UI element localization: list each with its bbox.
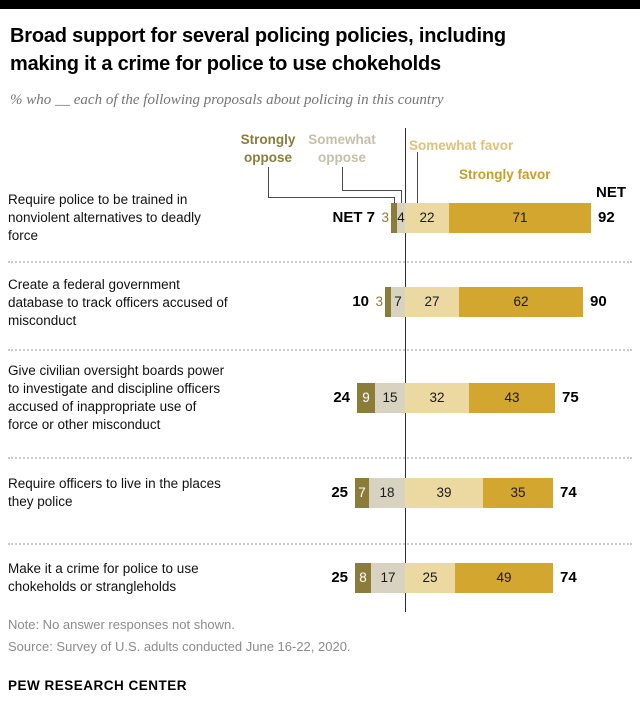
- legend-somewhat-favor: Somewhat favor: [409, 138, 514, 153]
- segment-somewhat-oppose: [397, 203, 405, 233]
- value-strongly-oppose: 9: [362, 390, 370, 405]
- segment-strongly-favor: [455, 563, 553, 593]
- net-favor-value: 75: [562, 389, 579, 406]
- row-separator-1: [8, 261, 632, 263]
- value-somewhat-favor: 32: [429, 390, 445, 405]
- segment-strongly-favor: [483, 478, 553, 508]
- legend-strongly-oppose: Strongly oppose: [240, 132, 296, 165]
- segment-somewhat-oppose: [369, 478, 405, 508]
- chart-title: Broad support for several policing polic…: [10, 22, 506, 78]
- segment-strongly-favor: [469, 383, 555, 413]
- value-somewhat-favor: 22: [419, 210, 435, 225]
- leader-line-somewhat-oppose-tick: [401, 190, 402, 203]
- segment-somewhat-favor: [405, 383, 469, 413]
- segment-somewhat-favor: [405, 287, 459, 317]
- net-oppose-value: 10: [352, 293, 369, 310]
- value-strongly-oppose: 8: [359, 570, 367, 585]
- chart-title-line-2: making it a crime for police to use chok…: [10, 53, 441, 75]
- source-note: Source: Survey of U.S. adults conducted …: [8, 639, 351, 654]
- segment-somewhat-favor: [405, 478, 483, 508]
- value-somewhat-oppose: 17: [380, 570, 396, 585]
- net-oppose-value: 25: [331, 569, 348, 586]
- segment-somewhat-oppose: [391, 287, 405, 317]
- net-oppose-value: NET 7: [332, 209, 375, 226]
- row-separator-2: [8, 349, 632, 351]
- net-oppose-value: 24: [333, 389, 350, 406]
- category-label: Give civilian oversight boards power to …: [8, 363, 225, 432]
- leader-line-strongly-oppose-tick: [394, 197, 395, 203]
- chart-title-line-1: Broad support for several policing polic…: [10, 25, 506, 47]
- leader-line-strongly-oppose-vertical: [268, 167, 269, 197]
- value-strongly-favor: 35: [510, 485, 526, 500]
- chart-subtitle: % who __ each of the following proposals…: [10, 92, 444, 108]
- value-somewhat-favor: 25: [422, 570, 438, 585]
- category-label: Create a federal government database to …: [8, 277, 228, 328]
- segment-somewhat-favor: [405, 563, 455, 593]
- legend-somewhat-oppose: Somewhat oppose: [308, 132, 376, 165]
- value-somewhat-oppose: 7: [394, 294, 402, 309]
- segment-strongly-oppose: [391, 203, 397, 233]
- net-favor-value: 74: [560, 484, 577, 501]
- brand-footer: PEW RESEARCH CENTER: [8, 678, 188, 693]
- segment-strongly-favor: [459, 287, 583, 317]
- net-favor-value: 74: [560, 569, 577, 586]
- category-label: Require police to be trained in nonviole…: [8, 192, 201, 243]
- footnote: Note: No answer responses not shown.: [8, 617, 235, 632]
- leader-line-somewhat-oppose-vertical: [342, 167, 343, 190]
- value-strongly-favor: 62: [513, 294, 529, 309]
- value-somewhat-favor: 39: [436, 485, 452, 500]
- value-somewhat-oppose: 15: [382, 390, 398, 405]
- leader-line-strongly-oppose-horizontal: [268, 197, 395, 198]
- leader-line-somewhat-favor: [417, 152, 418, 203]
- segment-somewhat-oppose: [375, 383, 405, 413]
- segment-strongly-oppose: [385, 287, 391, 317]
- value-somewhat-oppose: 18: [379, 485, 395, 500]
- net-favor-value: 92: [598, 209, 615, 226]
- value-strongly-favor: 49: [496, 570, 512, 585]
- segment-somewhat-oppose: [371, 563, 405, 593]
- net-favor-value: 90: [590, 293, 607, 310]
- value-strongly-oppose: 3: [375, 294, 383, 309]
- value-somewhat-favor: 27: [424, 294, 440, 309]
- row-separator-3: [8, 457, 632, 459]
- top-accent-bar: [0, 0, 640, 9]
- segment-strongly-favor: [449, 203, 591, 233]
- value-strongly-favor: 71: [512, 210, 528, 225]
- category-label: Require officers to live in the places t…: [8, 476, 221, 509]
- value-strongly-oppose: 7: [358, 485, 366, 500]
- leader-line-somewhat-oppose-horizontal: [342, 190, 402, 191]
- segment-somewhat-favor: [405, 203, 449, 233]
- legend-net-header: NET: [596, 184, 626, 201]
- segment-strongly-oppose: [355, 563, 371, 593]
- segment-strongly-oppose: [355, 478, 369, 508]
- segment-strongly-oppose: [357, 383, 375, 413]
- legend-strongly-favor: Strongly favor: [459, 167, 551, 182]
- value-strongly-oppose: 3: [381, 210, 389, 225]
- category-label: Make it a crime for police to use chokeh…: [8, 561, 199, 594]
- value-somewhat-oppose: 4: [397, 210, 405, 225]
- value-strongly-favor: 43: [504, 390, 520, 405]
- center-axis-line: [405, 128, 406, 612]
- net-oppose-value: 25: [331, 484, 348, 501]
- row-separator-4: [8, 543, 632, 545]
